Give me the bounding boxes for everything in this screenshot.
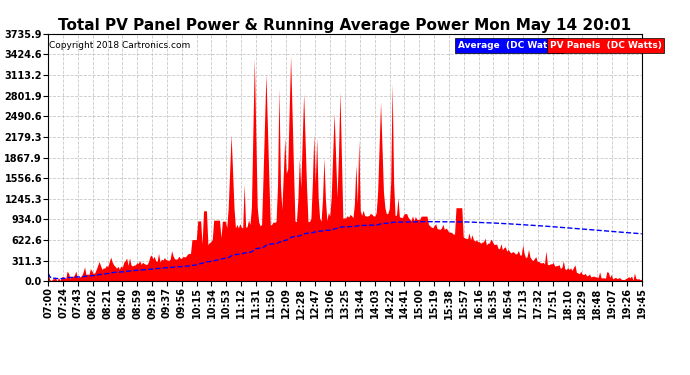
Text: Average  (DC Watts): Average (DC Watts) xyxy=(457,41,561,50)
Title: Total PV Panel Power & Running Average Power Mon May 14 20:01: Total PV Panel Power & Running Average P… xyxy=(59,18,631,33)
Text: Copyright 2018 Cartronics.com: Copyright 2018 Cartronics.com xyxy=(49,41,190,50)
Text: PV Panels  (DC Watts): PV Panels (DC Watts) xyxy=(550,41,662,50)
